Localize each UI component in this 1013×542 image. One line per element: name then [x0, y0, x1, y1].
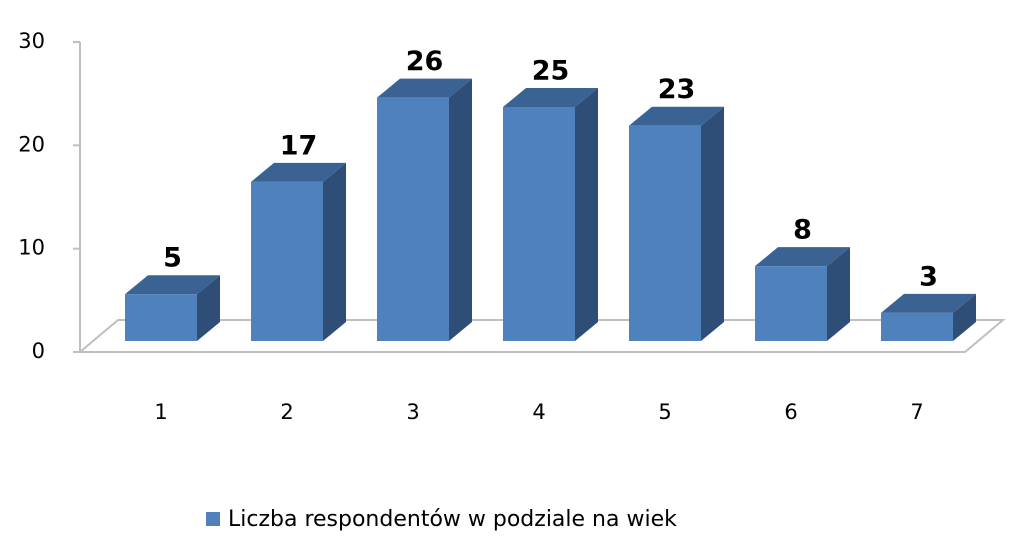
y-tick-label: 10 [18, 236, 45, 260]
bar-side [827, 247, 850, 341]
bar-side [323, 162, 346, 341]
bar [251, 181, 323, 341]
bar-top [503, 88, 598, 107]
data-label: 17 [280, 130, 318, 161]
bar-top [377, 78, 472, 98]
bar-side [197, 275, 220, 341]
data-label: 5 [163, 243, 182, 274]
bar-side [701, 106, 724, 341]
bar-top [125, 275, 220, 295]
x-tick-label: 5 [658, 400, 671, 424]
bar-top [251, 162, 346, 182]
x-tick-label: 4 [532, 400, 545, 424]
bar [881, 312, 953, 341]
bar [377, 97, 449, 341]
bar-top [755, 247, 850, 267]
legend-label: Liczba respondentów w podziale na wiek [228, 507, 677, 532]
bar [629, 125, 701, 341]
x-tick-label: 3 [406, 400, 419, 424]
floor [77, 319, 1006, 353]
bar-top [629, 106, 724, 126]
data-label: 25 [532, 56, 570, 87]
bar-side [575, 88, 598, 341]
y-tick-label: 0 [32, 339, 45, 363]
x-tick-label: 1 [154, 400, 167, 424]
bar [125, 294, 197, 341]
y-tick-label: 20 [18, 132, 45, 156]
bar [503, 107, 575, 341]
data-label: 3 [919, 261, 938, 292]
data-label: 8 [793, 215, 812, 246]
legend-swatch [206, 512, 220, 526]
x-tick-label: 7 [910, 400, 923, 424]
data-label: 26 [406, 46, 444, 77]
bar [755, 266, 827, 341]
bar-side [449, 78, 472, 341]
data-label: 23 [658, 74, 696, 105]
x-tick-label: 2 [280, 400, 293, 424]
y-tick-label: 30 [18, 29, 45, 53]
x-tick-label: 6 [784, 400, 797, 424]
bar-side [953, 293, 976, 341]
bar-top [881, 293, 976, 313]
